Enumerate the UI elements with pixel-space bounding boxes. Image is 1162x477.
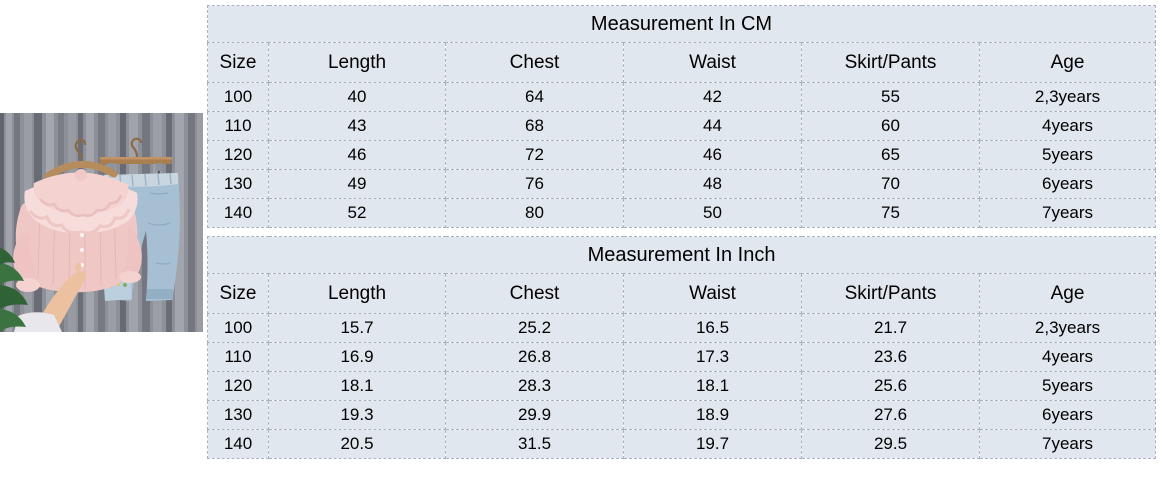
measurement-cell: 16.9 <box>268 342 446 372</box>
measurement-cell: 19.7 <box>623 429 802 459</box>
table-row: 120 18.1 28.3 18.1 25.6 5years <box>207 371 1157 401</box>
measurement-cell: 70 <box>801 169 980 199</box>
measurement-cell: 6years <box>978 169 1157 199</box>
measurement-cell: 52 <box>268 198 446 228</box>
table-row: 100 15.7 25.2 16.5 21.7 2,3years <box>207 313 1157 343</box>
measurement-cell: 25.6 <box>801 371 980 401</box>
measurement-cell: 40 <box>268 82 446 112</box>
measurement-cell: 4years <box>978 342 1157 372</box>
measurement-cell: 27.6 <box>801 400 980 430</box>
measurement-cell: 18.1 <box>623 371 802 401</box>
column-header-size: Size <box>207 42 269 83</box>
measurement-cell: 18.1 <box>268 371 446 401</box>
hand <box>14 262 86 332</box>
measurement-cell: 42 <box>623 82 802 112</box>
table-row: 110 16.9 26.8 17.3 23.6 4years <box>207 342 1157 372</box>
measurement-cell: 120 <box>207 371 269 401</box>
column-header-skirt-pants: Skirt/Pants <box>801 42 980 83</box>
measurement-cell: 19.3 <box>268 400 446 430</box>
measurement-cell: 20.5 <box>268 429 446 459</box>
measurement-cell: 7years <box>978 198 1157 228</box>
table-row: 130 19.3 29.9 18.9 27.6 6years <box>207 400 1157 430</box>
measurement-cell: 100 <box>207 313 269 343</box>
column-header-skirt-pants: Skirt/Pants <box>801 273 980 314</box>
measurement-cell: 140 <box>207 198 269 228</box>
measurement-cell: 2,3years <box>978 313 1157 343</box>
size-chart-tables: Measurement In CM Size Length Chest Waist Ski… <box>206 5 1157 467</box>
measurement-cell: 26.8 <box>445 342 624 372</box>
measurement-cell: 60 <box>801 111 980 141</box>
measurement-cell: 100 <box>207 82 269 112</box>
measurement-cell: 5years <box>978 371 1157 401</box>
measurement-cell: 48 <box>623 169 802 199</box>
measurement-cell: 2,3years <box>978 82 1157 112</box>
measurement-cell: 4years <box>978 111 1157 141</box>
table-row: 120 46 72 46 65 5years <box>207 140 1157 170</box>
measurement-cell: 21.7 <box>801 313 980 343</box>
blouse-hanger <box>44 138 118 180</box>
measurement-cell: 75 <box>801 198 980 228</box>
measurement-cell: 49 <box>268 169 446 199</box>
table-row: 140 20.5 31.5 19.7 29.5 7years <box>207 429 1157 459</box>
column-header-waist: Waist <box>623 42 802 83</box>
measurement-cell: 46 <box>623 140 802 170</box>
measurement-cell: 43 <box>268 111 446 141</box>
measurement-cell: 29.9 <box>445 400 624 430</box>
measurement-table-cm: Measurement In CM Size Length Chest Waist Ski… <box>206 5 1157 228</box>
column-header-chest: Chest <box>445 273 624 314</box>
column-header-length: Length <box>268 42 446 83</box>
column-header-age: Age <box>978 273 1157 314</box>
measurement-cell: 29.5 <box>801 429 980 459</box>
measurement-cell: 5years <box>978 140 1157 170</box>
measurement-cell: 130 <box>207 169 269 199</box>
measurement-cell: 7years <box>978 429 1157 459</box>
measurement-cell: 120 <box>207 140 269 170</box>
measurement-cell: 28.3 <box>445 371 624 401</box>
pink-blouse <box>13 169 142 293</box>
measurement-cell: 55 <box>801 82 980 112</box>
measurement-cell: 23.6 <box>801 342 980 372</box>
plant-leaves <box>0 248 28 332</box>
measurement-cell: 68 <box>445 111 624 141</box>
column-header-chest: Chest <box>445 42 624 83</box>
measurement-cell: 65 <box>801 140 980 170</box>
measurement-cell: 15.7 <box>268 313 446 343</box>
measurement-cell: 25.2 <box>445 313 624 343</box>
column-header-length: Length <box>268 273 446 314</box>
measurement-cell: 50 <box>623 198 802 228</box>
table-title: Measurement In CM <box>206 5 1157 43</box>
table-row: 140 52 80 50 75 7years <box>207 198 1157 228</box>
table-row: 110 43 68 44 60 4years <box>207 111 1157 141</box>
lace-collar <box>24 169 138 235</box>
measurement-cell: 64 <box>445 82 624 112</box>
measurement-cell: 44 <box>623 111 802 141</box>
measurement-cell: 46 <box>268 140 446 170</box>
measurement-cell: 18.9 <box>623 400 802 430</box>
measurement-cell: 6years <box>978 400 1157 430</box>
measurement-cell: 72 <box>445 140 624 170</box>
column-header-age: Age <box>978 42 1157 83</box>
measurement-cell: 80 <box>445 198 624 228</box>
measurement-cell: 140 <box>207 429 269 459</box>
table-title: Measurement In Inch <box>206 236 1157 274</box>
column-header-size: Size <box>207 273 269 314</box>
measurement-table-inch: Measurement In Inch Size Length Chest Waist S… <box>206 236 1157 459</box>
measurement-cell: 130 <box>207 400 269 430</box>
jeans-hanger <box>100 137 172 178</box>
table-row: 100 40 64 42 55 2,3years <box>207 82 1157 112</box>
table-row: 130 49 76 48 70 6years <box>207 169 1157 199</box>
measurement-cell: 110 <box>207 111 269 141</box>
measurement-cell: 17.3 <box>623 342 802 372</box>
product-photo <box>0 113 203 332</box>
measurement-cell: 31.5 <box>445 429 624 459</box>
product-photo-illustration <box>0 113 203 332</box>
measurement-cell: 16.5 <box>623 313 802 343</box>
measurement-cell: 76 <box>445 169 624 199</box>
column-header-waist: Waist <box>623 273 802 314</box>
measurement-cell: 110 <box>207 342 269 372</box>
